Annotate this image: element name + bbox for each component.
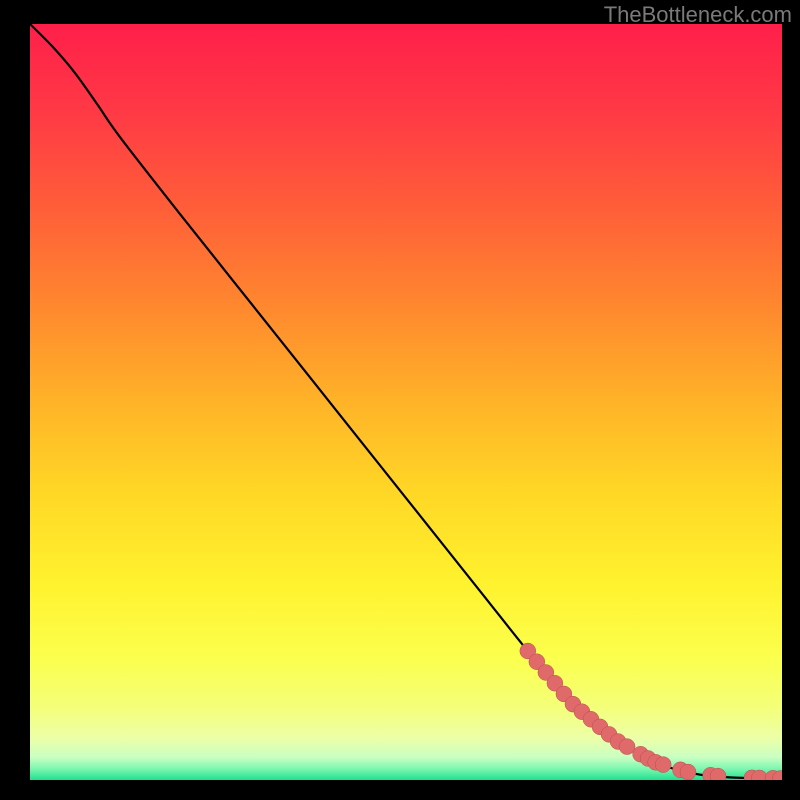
data-marker <box>655 757 671 773</box>
bottleneck-curve-chart <box>30 24 782 780</box>
watermark-text: TheBottleneck.com <box>604 2 792 28</box>
chart-frame: TheBottleneck.com <box>0 0 800 800</box>
gradient-background <box>30 24 782 780</box>
data-marker <box>680 764 696 780</box>
